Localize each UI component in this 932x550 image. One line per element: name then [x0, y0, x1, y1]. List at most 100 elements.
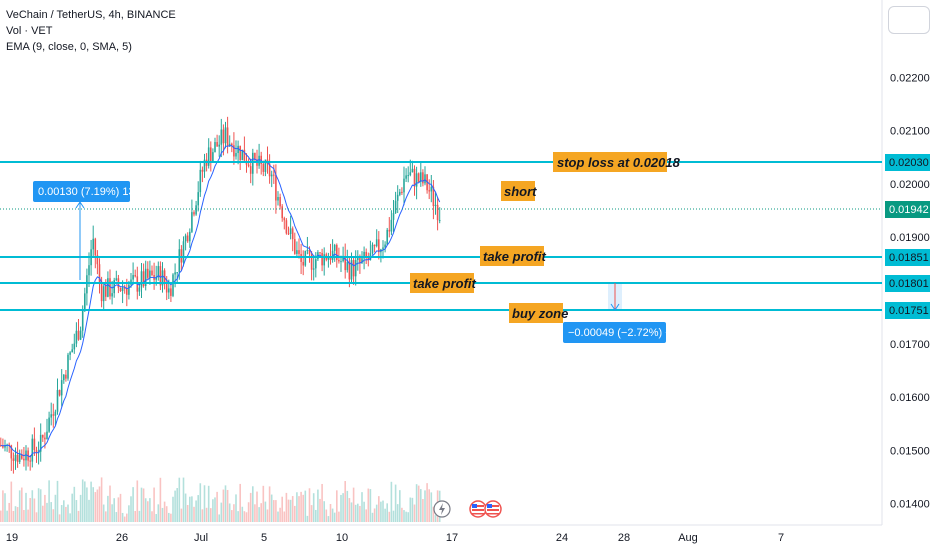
volume-bar	[254, 504, 256, 522]
volume-bar	[56, 480, 59, 522]
volume-bar	[132, 487, 134, 522]
measure-up-tool[interactable]: 0.00130 (7.19%) 130	[33, 181, 141, 280]
volume-bar	[184, 493, 187, 522]
candle-body	[144, 268, 147, 286]
volume-bar	[121, 512, 124, 522]
volume-bar	[58, 514, 61, 522]
candle-body	[239, 145, 241, 161]
candle-body	[262, 163, 265, 172]
take-profit-callout-2[interactable]: take profit	[410, 273, 477, 293]
volume-bar	[115, 512, 118, 522]
volume-bar	[23, 510, 25, 522]
candle-body	[165, 282, 168, 293]
take-profit-text-1: take profit	[483, 249, 547, 264]
volume-bar	[342, 493, 344, 522]
candle-body	[48, 417, 50, 432]
candle-body	[155, 277, 157, 280]
candle-body	[220, 129, 223, 145]
volume-bars	[0, 477, 441, 522]
candle-body	[384, 244, 386, 248]
volume-bar	[214, 497, 216, 522]
short-callout[interactable]: short	[501, 181, 537, 201]
volume-bar	[60, 505, 63, 522]
volume-indicator-label[interactable]: Vol · VET	[6, 25, 53, 37]
volume-bar	[165, 506, 168, 522]
price-tick-label: 0.01500	[890, 445, 930, 457]
volume-bar	[151, 511, 153, 522]
chart-legend: VeChain / TetherUS, 4h, BINANCE Vol · VE…	[6, 7, 176, 55]
volume-bar	[428, 489, 430, 522]
volume-bar	[235, 494, 237, 522]
candle-body	[373, 244, 376, 247]
us-flag-event-icon-2[interactable]	[484, 500, 502, 518]
volume-bar	[138, 510, 141, 522]
candle-body	[403, 178, 405, 193]
symbol-title[interactable]: VeChain / TetherUS, 4h, BINANCE	[6, 9, 176, 21]
candle-body	[436, 204, 439, 221]
candle-body	[81, 310, 84, 331]
candle-body	[287, 233, 290, 235]
candle-body	[279, 197, 281, 207]
stop-loss-callout[interactable]: stop loss at 0.02018	[553, 152, 681, 172]
top-right-button[interactable]	[888, 6, 930, 34]
ema-indicator-label[interactable]: EMA (9, close, 0, SMA, 5)	[6, 41, 132, 53]
volume-bar	[210, 508, 212, 522]
volume-bar	[193, 506, 195, 522]
candle-body	[254, 152, 256, 160]
volume-bar	[92, 487, 94, 522]
volume-bar	[291, 496, 294, 522]
volume-bar	[432, 506, 435, 522]
candle-body	[273, 174, 275, 176]
candle-body	[29, 460, 31, 462]
volume-bar	[149, 498, 151, 522]
candle-body	[218, 144, 220, 147]
measure-down-tool[interactable]: −0.00049 (−2.72%) −49	[563, 283, 684, 343]
candle-body	[35, 449, 38, 454]
volume-bar	[365, 509, 367, 522]
candle-body	[147, 268, 149, 278]
volume-bar	[201, 509, 204, 522]
candle-body	[247, 164, 250, 167]
lightning-icon[interactable]	[433, 500, 451, 518]
volume-bar	[65, 506, 67, 522]
candle-body	[392, 213, 395, 220]
candle-body	[291, 228, 294, 240]
candle-body	[115, 278, 118, 281]
volume-bar	[100, 477, 103, 522]
volume-bar	[312, 493, 315, 522]
candle-body	[413, 168, 416, 187]
time-axis[interactable]: 19 26 Jul 5 10 17 24 28 Aug 7	[6, 532, 784, 544]
volume-bar	[46, 502, 48, 522]
candle-body	[10, 445, 13, 459]
volume-bar	[157, 504, 160, 522]
candle-body	[142, 271, 145, 286]
volume-bar	[390, 481, 393, 522]
time-tick-label: 7	[778, 532, 784, 544]
volume-bar	[237, 511, 239, 522]
take-profit-callout-1[interactable]: take profit	[480, 246, 547, 266]
volume-bar	[168, 512, 170, 522]
volume-bar	[71, 493, 73, 522]
volume-bar	[37, 488, 40, 522]
volume-bar	[405, 511, 407, 522]
volume-bar	[222, 489, 225, 522]
volume-bar	[203, 485, 206, 522]
volume-bar	[199, 483, 202, 522]
volume-bar	[54, 494, 57, 522]
us-flag-event-icon-1[interactable]	[469, 500, 487, 518]
volume-bar	[268, 486, 271, 522]
volume-bar	[147, 501, 149, 522]
volume-bar	[102, 504, 105, 522]
volume-bar	[333, 512, 336, 522]
candle-body	[214, 142, 216, 153]
volume-bar	[277, 511, 279, 522]
volume-bar	[281, 496, 283, 522]
buy-zone-callout[interactable]: buy zone	[509, 303, 568, 323]
candle-body	[275, 174, 277, 201]
candle-body	[382, 247, 384, 250]
candle-body	[235, 153, 237, 157]
candle-body	[342, 255, 344, 262]
volume-bar	[340, 494, 342, 522]
price-axis[interactable]: 0.02200 0.02100 0.02000 0.01900 0.01700 0.016…	[890, 72, 930, 510]
